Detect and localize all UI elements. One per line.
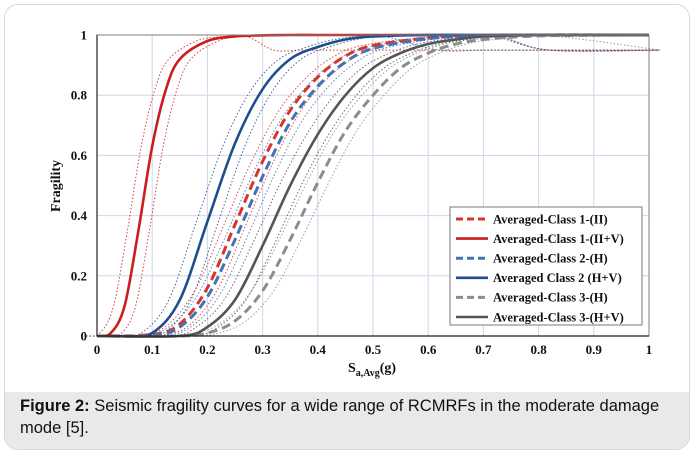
x-axis-title-subscript: a,Avg (356, 368, 380, 379)
legend-label: Averaged Class 2 (H+V) (493, 271, 622, 285)
legend-label: Averaged-Class 3-(H+V) (493, 310, 624, 324)
x-tick-label: 0.2 (199, 342, 215, 357)
y-tick-label: 0.6 (71, 148, 88, 163)
legend-label: Averaged-Class 1-(II) (493, 212, 608, 226)
confidence-bound-line (107, 34, 661, 337)
confidence-bound-line (107, 35, 660, 338)
y-tick-label: 0.2 (71, 268, 87, 283)
x-tick-label: 0.8 (530, 342, 547, 357)
x-tick-label: 0.3 (254, 342, 271, 357)
legend-label: Averaged-Class 2-(H) (493, 252, 608, 266)
x-tick-label: 0.4 (310, 342, 327, 357)
confidence-bound-line (107, 35, 660, 337)
legend: Averaged-Class 1-(II) Averaged-Class 1-(I… (449, 206, 643, 326)
tick-labels: 0 0.1 0.2 0.3 0.4 0.5 0.6 0.7 0.8 0.9 1 0 0.2 0.4 0.6 0… (71, 28, 653, 358)
y-tick-label: 1 (81, 28, 88, 43)
y-axis-title: Fragility (49, 160, 64, 212)
legend-box (449, 206, 643, 326)
legend-label: Averaged-Class 1-(II+V) (493, 232, 624, 246)
caption-text: Seismic fragility curves for a wide rang… (20, 397, 660, 437)
x-tick-label: 0.9 (586, 342, 603, 357)
x-axis-title-main: S (348, 361, 356, 376)
y-tick-label: 0 (81, 329, 88, 344)
y-tick-label: 0.4 (71, 208, 88, 223)
confidence-bound-line (85, 34, 638, 338)
x-tick-label: 1 (646, 342, 653, 357)
confidence-bound-line (85, 34, 639, 337)
x-tick-label: 0.1 (144, 342, 160, 357)
caption-label: Figure 2: (20, 397, 90, 415)
x-axis-title-unit: (g) (380, 361, 397, 376)
y-tick-label: 0.8 (71, 88, 88, 103)
caption-band (5, 392, 689, 449)
figure-caption: Figure 2: Seismic fragility curves for a… (20, 395, 670, 439)
series-line (96, 33, 650, 338)
x-tick-label: 0 (94, 342, 101, 357)
series-line (96, 33, 650, 338)
legend-label: Averaged-Class 3-(H) (493, 291, 608, 305)
series-line (96, 33, 650, 338)
x-axis-title: Sa,Avg(g) (348, 361, 396, 379)
x-tick-label: 0.6 (420, 342, 437, 357)
axes (96, 34, 650, 337)
x-tick-label: 0.7 (475, 342, 492, 357)
x-tick-label: 0.5 (365, 342, 382, 357)
fragility-chart: 0 0.1 0.2 0.3 0.4 0.5 0.6 0.7 0.8 0.9 1 0 0.2 0.4 0.6 0… (49, 28, 661, 379)
series-line (96, 33, 650, 338)
